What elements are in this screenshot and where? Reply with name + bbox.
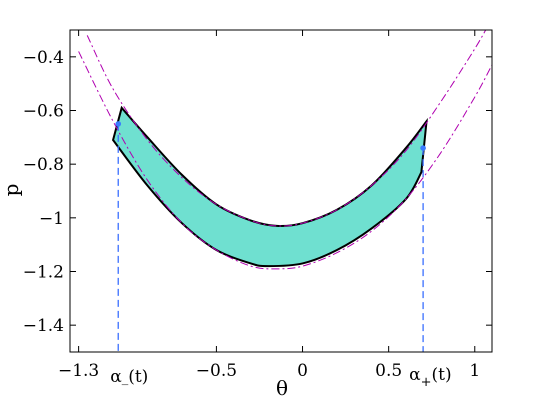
alpha-plus-arg: (t) [431, 365, 451, 385]
bound-curve-lower [78, 51, 492, 270]
x-axis-ticks: −1.3 −0.5 0 0.5 1 [58, 30, 480, 381]
y-tick-label: −1.4 [23, 316, 64, 336]
x-tick-label: 0.5 [375, 361, 402, 381]
plot-frame [69, 29, 493, 353]
alpha-minus-sub: _ [122, 371, 129, 386]
y-tick-label: −0.6 [23, 102, 64, 122]
y-tick-label: −0.8 [23, 155, 64, 175]
y-tick-label: −1.2 [23, 263, 64, 283]
alpha-plus-label: α+(t) [409, 365, 452, 390]
y-tick-label: −1 [39, 209, 64, 229]
y-axis-label: p [0, 184, 23, 197]
x-tick-label: −1.3 [58, 361, 99, 381]
alpha-minus-label: α_(t) [110, 367, 148, 387]
x-tick-label: 1 [469, 361, 480, 381]
bound-curves [78, 30, 492, 270]
alpha-markers [115, 121, 426, 151]
alpha-plus-sub: + [421, 375, 432, 390]
x-axis-label: θ [276, 376, 288, 400]
alpha-minus-arg: (t) [128, 367, 148, 387]
y-tick-label: −0.4 [23, 48, 64, 68]
alpha-minus-base: α [110, 367, 122, 387]
alpha-lines [117, 123, 424, 352]
y-axis-ticks: −0.4 −0.6 −0.8 −1 −1.2 −1.4 [23, 48, 492, 336]
alpha-plus-base: α [409, 365, 421, 385]
x-tick-label: 0 [297, 361, 308, 381]
alpha-marker-1 [420, 145, 426, 151]
feasible-region-fill [111, 105, 428, 268]
feasible-region [111, 105, 428, 268]
x-tick-label: −0.5 [196, 361, 237, 381]
alpha-marker-0 [115, 121, 122, 127]
bound-curve-upper [86, 30, 487, 227]
